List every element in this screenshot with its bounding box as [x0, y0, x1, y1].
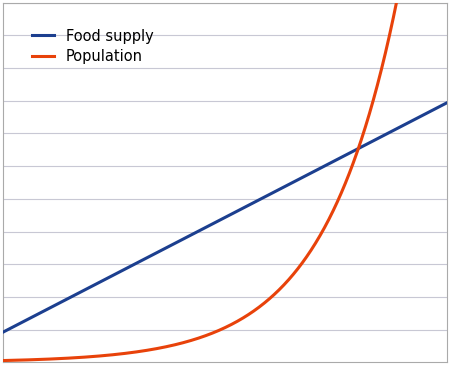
Legend: Food supply, Population: Food supply, Population: [28, 24, 158, 68]
